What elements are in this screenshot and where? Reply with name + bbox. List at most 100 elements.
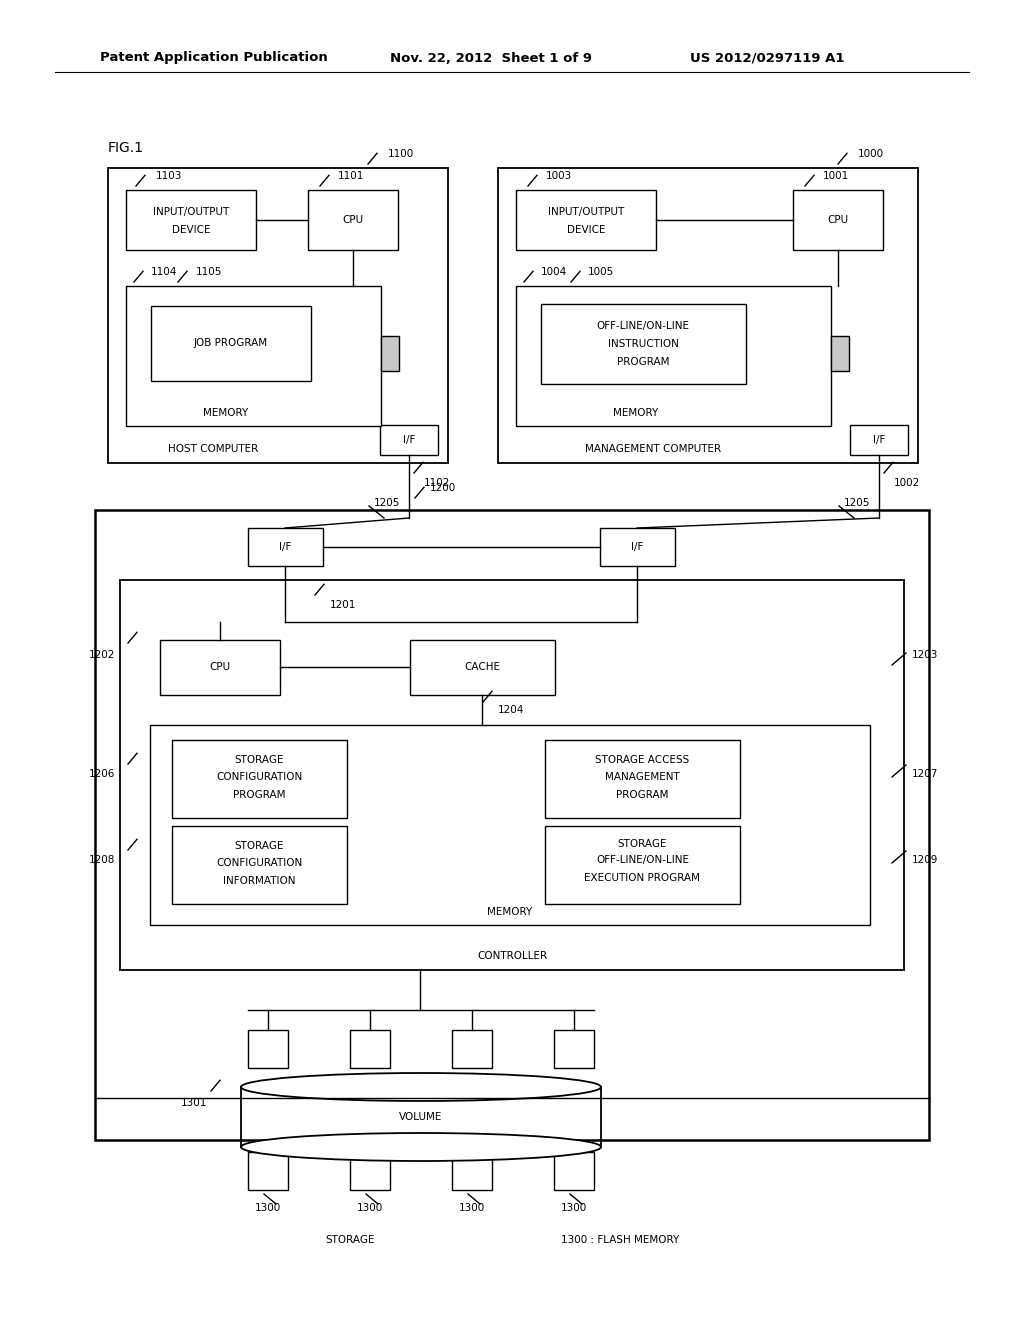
Bar — [108, 168, 449, 463]
Text: 1103: 1103 — [156, 172, 182, 181]
Bar — [600, 528, 675, 566]
Text: MANAGEMENT COMPUTER: MANAGEMENT COMPUTER — [585, 444, 721, 454]
Text: 1209: 1209 — [912, 855, 938, 865]
Text: CPU: CPU — [210, 663, 230, 672]
Text: CONFIGURATION: CONFIGURATION — [216, 858, 303, 869]
Text: PROGRAM: PROGRAM — [233, 789, 286, 800]
Bar — [248, 1152, 288, 1191]
Text: STORAGE: STORAGE — [326, 1236, 375, 1245]
Bar — [172, 826, 347, 904]
Text: I/F: I/F — [631, 543, 643, 552]
Text: 1001: 1001 — [823, 172, 849, 181]
Bar — [831, 337, 849, 371]
Text: FIG.1: FIG.1 — [108, 141, 144, 154]
Bar — [545, 826, 740, 904]
Bar — [545, 741, 740, 818]
Text: 1300: 1300 — [561, 1203, 587, 1213]
Text: STORAGE ACCESS: STORAGE ACCESS — [595, 755, 689, 766]
Text: 1204: 1204 — [498, 705, 524, 715]
Text: 1205: 1205 — [844, 498, 870, 508]
Text: INSTRUCTION: INSTRUCTION — [607, 339, 679, 348]
Text: MEMORY: MEMORY — [204, 408, 249, 418]
Bar — [160, 640, 280, 696]
Text: MEMORY: MEMORY — [487, 907, 532, 917]
Text: JOB PROGRAM: JOB PROGRAM — [194, 338, 268, 348]
Text: 1104: 1104 — [151, 267, 177, 277]
Ellipse shape — [241, 1133, 601, 1162]
Bar — [151, 306, 311, 381]
Bar — [248, 1030, 288, 1068]
Bar — [308, 190, 398, 249]
Bar — [498, 168, 918, 463]
Text: 1004: 1004 — [541, 267, 567, 277]
Text: 1202: 1202 — [89, 649, 115, 660]
Bar — [850, 425, 908, 455]
Text: 1300: 1300 — [357, 1203, 383, 1213]
Text: 1105: 1105 — [196, 267, 222, 277]
Bar — [793, 190, 883, 249]
Bar — [541, 304, 746, 384]
Text: OFF-LINE/ON-LINE: OFF-LINE/ON-LINE — [597, 321, 689, 331]
Text: 1203: 1203 — [912, 649, 938, 660]
Bar — [516, 286, 831, 426]
Text: PROGRAM: PROGRAM — [616, 789, 669, 800]
Text: I/F: I/F — [402, 436, 415, 445]
Text: 1003: 1003 — [546, 172, 572, 181]
Bar — [554, 1030, 594, 1068]
Text: Nov. 22, 2012  Sheet 1 of 9: Nov. 22, 2012 Sheet 1 of 9 — [390, 51, 592, 65]
Text: 1201: 1201 — [330, 601, 356, 610]
Text: DEVICE: DEVICE — [172, 224, 210, 235]
Text: CONTROLLER: CONTROLLER — [477, 950, 547, 961]
Text: 1300: 1300 — [459, 1203, 485, 1213]
Text: 1207: 1207 — [912, 770, 938, 779]
Bar — [120, 579, 904, 970]
Bar — [554, 1152, 594, 1191]
Text: 1102: 1102 — [424, 478, 451, 488]
Text: 1005: 1005 — [588, 267, 614, 277]
Text: 1000: 1000 — [858, 149, 884, 158]
Text: 1206: 1206 — [89, 770, 115, 779]
Text: 1301: 1301 — [181, 1098, 208, 1107]
Bar — [452, 1030, 492, 1068]
Text: DEVICE: DEVICE — [566, 224, 605, 235]
Text: 1205: 1205 — [374, 498, 400, 508]
Text: CPU: CPU — [342, 215, 364, 224]
Text: I/F: I/F — [872, 436, 885, 445]
Text: STORAGE: STORAGE — [617, 840, 668, 849]
Text: VOLUME: VOLUME — [399, 1111, 442, 1122]
Text: 1300: 1300 — [255, 1203, 282, 1213]
Ellipse shape — [241, 1073, 601, 1101]
Text: INPUT/OUTPUT: INPUT/OUTPUT — [548, 207, 624, 216]
Text: HOST COMPUTER: HOST COMPUTER — [168, 444, 258, 454]
Text: CONFIGURATION: CONFIGURATION — [216, 772, 303, 781]
Bar — [410, 640, 555, 696]
Text: MEMORY: MEMORY — [613, 408, 658, 418]
Text: INFORMATION: INFORMATION — [223, 876, 296, 886]
Text: OFF-LINE/ON-LINE: OFF-LINE/ON-LINE — [596, 855, 689, 865]
Text: EXECUTION PROGRAM: EXECUTION PROGRAM — [585, 873, 700, 883]
Text: MANAGEMENT: MANAGEMENT — [605, 772, 680, 781]
Bar — [380, 425, 438, 455]
Bar — [126, 190, 256, 249]
Text: Patent Application Publication: Patent Application Publication — [100, 51, 328, 65]
Text: 1002: 1002 — [894, 478, 921, 488]
Text: STORAGE: STORAGE — [234, 755, 285, 766]
Bar — [350, 1030, 390, 1068]
Text: PROGRAM: PROGRAM — [616, 356, 670, 367]
Text: 1200: 1200 — [430, 483, 457, 492]
Text: 1101: 1101 — [338, 172, 365, 181]
Text: I/F: I/F — [279, 543, 291, 552]
Bar — [248, 528, 323, 566]
Bar — [172, 741, 347, 818]
Bar — [381, 337, 399, 371]
Text: CPU: CPU — [827, 215, 849, 224]
Text: INPUT/OUTPUT: INPUT/OUTPUT — [153, 207, 229, 216]
Bar — [126, 286, 381, 426]
Bar — [516, 190, 656, 249]
Bar — [95, 510, 929, 1140]
Text: STORAGE: STORAGE — [234, 841, 285, 851]
Text: 1208: 1208 — [89, 855, 115, 865]
Bar — [452, 1152, 492, 1191]
Bar — [150, 725, 870, 925]
Bar — [350, 1152, 390, 1191]
